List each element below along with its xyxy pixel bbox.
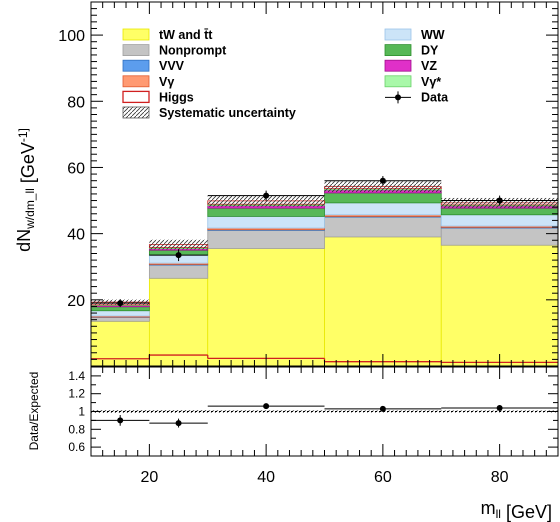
data-point-1: [117, 300, 124, 307]
ratio-syst-bin-2: [149, 410, 208, 413]
ratio-tick-label-0.8: 0.8: [68, 422, 85, 436]
legend-label-vgs: Vγ*: [421, 75, 441, 89]
bar-np-bin-1: [90, 316, 150, 322]
bar-dy-bin-4: [324, 192, 442, 204]
legend-swatch-ww: [384, 28, 412, 41]
legend-item-dy: DY: [384, 44, 439, 58]
legend-label-data: Data: [421, 90, 449, 104]
ratio-tick-label-1: 1: [78, 405, 85, 419]
bar-ww-bin-4: [324, 202, 442, 216]
data-points: [91, 176, 558, 308]
legend-label-np: Nonprompt: [159, 44, 227, 58]
legend-swatch-vz: [384, 59, 412, 72]
legend-item-tt: tW and t̄t: [122, 28, 213, 42]
y-tick-label-60: 60: [67, 160, 85, 177]
x-axis-title: mll [GeV]: [481, 498, 552, 522]
ratio-point-3: [263, 403, 270, 410]
bar-np-bin-5: [440, 227, 559, 246]
legend-label-vz: VZ: [421, 59, 437, 73]
legend-label-tt: tW and t̄t: [159, 28, 213, 42]
y-tick-label-20: 20: [67, 293, 85, 310]
legend-item-data: Data: [385, 90, 449, 104]
bar-tt-bin-4: [324, 236, 442, 367]
data-point-5: [496, 197, 503, 204]
syst-band-bin-2: [149, 239, 208, 250]
legend-label-vvv: VVV: [159, 59, 185, 73]
ratio-tick-label-1.2: 1.2: [68, 387, 85, 401]
bar-tt-bin-3: [207, 248, 325, 367]
legend-item-ww: WW: [384, 28, 445, 42]
ratio-point-2: [175, 420, 182, 427]
legend-swatch-higgs: [122, 90, 150, 104]
bar-np-bin-4: [324, 216, 442, 238]
legend-swatch-tt: [122, 28, 150, 41]
main-stack: [90, 186, 559, 367]
ratio-tick-label-0.6: 0.6: [68, 440, 85, 454]
bar-np-bin-3: [207, 229, 325, 249]
x-tick-label-80: 80: [491, 469, 509, 486]
legend-swatch-dy: [384, 44, 412, 56]
syst-band-bin-4: [324, 181, 442, 193]
legend-swatch-vgs: [384, 75, 412, 88]
bar-ww-bin-3: [207, 216, 325, 229]
y-tick-label-80: 80: [67, 94, 85, 111]
legend-item-vz: VZ: [384, 59, 437, 73]
ratio-point-5: [496, 404, 503, 411]
bar-dy-bin-3: [207, 207, 325, 217]
bar-dy-bin-5: [440, 207, 559, 216]
ratio-y-axis: 0.6 0.8 1 1.2 1.4: [68, 366, 558, 457]
legend-label-higgs: Higgs: [159, 90, 194, 104]
y-tick-label-40: 40: [67, 227, 85, 244]
ratio-data-points: [91, 403, 558, 428]
legend-item-np: Nonprompt: [122, 44, 227, 58]
legend-swatch-np: [122, 44, 150, 56]
legend-swatch-vvv: [122, 59, 150, 72]
legend-item-higgs: Higgs: [122, 90, 194, 104]
ratio-syst-bin-3: [207, 410, 325, 413]
bar-tt-bin-5: [440, 244, 559, 367]
ratio-tick-label-1.4: 1.4: [68, 369, 85, 383]
bar-ww-bin-5: [440, 214, 559, 227]
x-tick-label-40: 40: [257, 469, 275, 486]
ratio-point-4: [379, 405, 386, 412]
legend-swatch-vg: [122, 75, 150, 88]
legend-item-vgs: Vγ*: [384, 75, 441, 89]
legend-item-syst: Systematic uncertainty: [122, 106, 296, 120]
ratio-point-1: [117, 417, 124, 424]
x-axis: 20 40 60 80: [90, 2, 559, 486]
x-tick-label-20: 20: [140, 469, 158, 486]
data-point-4: [379, 177, 386, 184]
legend-item-vvv: VVV: [122, 59, 185, 73]
bar-ww-bin-1: [90, 310, 150, 317]
legend-label-dy: DY: [421, 44, 439, 58]
legend-label-ww: WW: [421, 28, 445, 42]
ratio-y-axis-title: Data/Expected: [27, 372, 41, 451]
legend-item-vg: Vγ: [122, 75, 174, 89]
main-y-axis: 20 40 60 80 100: [58, 1, 558, 367]
syst-band-bin-3: [207, 195, 325, 207]
bar-dy-bin-1: [90, 306, 150, 312]
legend-label-syst: Systematic uncertainty: [159, 106, 296, 120]
bar-np-bin-2: [148, 264, 209, 279]
ratio-systematic-band: [91, 410, 558, 413]
bar-tt-bin-2: [148, 277, 209, 367]
data-point-2: [175, 252, 182, 259]
y-tick-label-100: 100: [58, 28, 85, 45]
data-point-3: [263, 192, 270, 199]
x-tick-label-60: 60: [374, 469, 392, 486]
legend-marker-data: [395, 94, 401, 101]
legend-label-vg: Vγ: [159, 75, 174, 89]
y-axis-title: dNw/dm_ll [GeV-1]: [14, 128, 38, 252]
legend-swatch-syst: [122, 106, 150, 119]
